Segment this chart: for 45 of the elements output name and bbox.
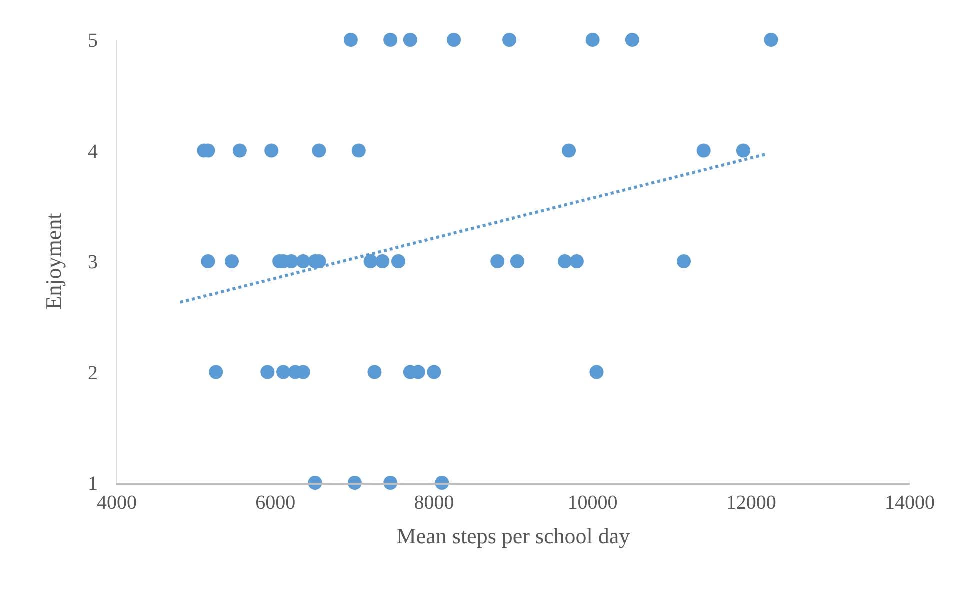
point [352,144,366,158]
point [562,144,576,158]
point [276,365,291,380]
point [625,33,640,47]
point [427,365,442,380]
y-tick-label: 2 [88,362,98,384]
point [364,254,378,268]
point [209,365,224,380]
point [392,254,406,268]
point [590,365,604,380]
x-tick-label: 12000 [726,492,776,514]
y-tick-label: 5 [88,30,98,52]
point [232,144,247,158]
point [403,33,418,47]
point [376,254,390,268]
point [296,254,310,268]
point [490,254,505,268]
y-axis-title: Enjoyment [40,213,66,310]
x-tick-label: 6000 [256,492,296,514]
point [502,33,517,47]
x-tick-label: 10000 [568,492,618,514]
point [201,254,216,268]
x-tick-label: 4000 [97,492,137,514]
y-tick-label: 1 [88,473,98,495]
point [764,33,778,47]
point [264,144,279,158]
x-axis-title: Mean steps per school day [396,523,630,548]
point [736,144,750,158]
point [312,144,326,158]
y-tick-label: 3 [88,252,98,274]
point [384,33,398,47]
point [570,254,584,268]
point [586,33,600,47]
point [224,254,239,268]
x-tick-label: 8000 [414,492,454,514]
y-tick-label: 4 [88,140,98,163]
point [260,365,275,380]
point [510,254,524,268]
point [676,254,691,268]
point [558,254,572,268]
point [368,365,382,380]
point [447,33,462,47]
point [696,144,711,158]
point [344,33,358,47]
x-tick-label: 14000 [885,492,935,514]
